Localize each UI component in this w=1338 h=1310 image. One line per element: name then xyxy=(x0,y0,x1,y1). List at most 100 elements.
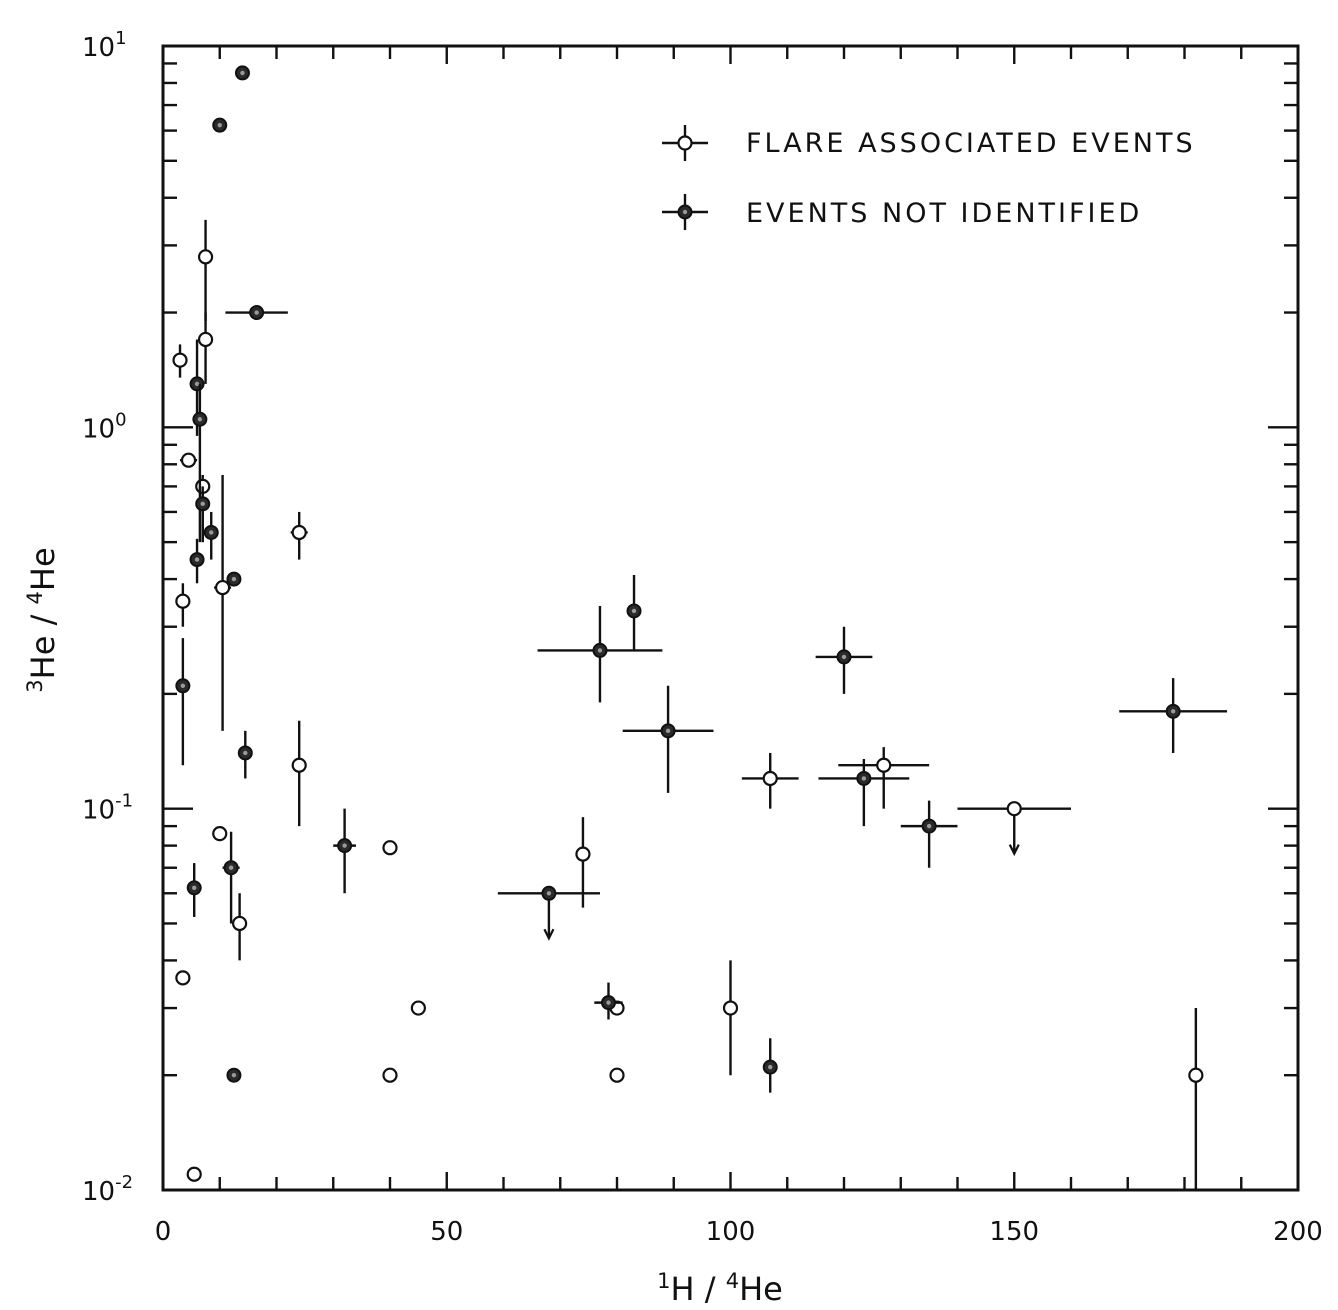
legend-label-flare: FLARE ASSOCIATED EVENTS xyxy=(746,128,1196,159)
point-flare xyxy=(212,826,228,842)
marker-unidentified-core xyxy=(546,891,552,896)
point-flare xyxy=(175,970,191,986)
marker-flare xyxy=(762,770,778,787)
marker-unidentified-core xyxy=(200,501,205,507)
legend-marker-unidentified-core xyxy=(682,209,688,215)
marker-unidentified-core xyxy=(768,1064,773,1070)
point-unidentified xyxy=(900,800,958,868)
point-unidentified xyxy=(622,685,714,793)
marker-flare xyxy=(232,915,248,932)
legend: FLARE ASSOCIATED EVENTS EVENTS NOT IDENT… xyxy=(662,125,1196,230)
point-unidentified xyxy=(815,626,873,694)
x-tick-label: 100 xyxy=(706,1217,756,1247)
marker-flare xyxy=(876,757,892,773)
point-flare xyxy=(722,960,739,1076)
point-flare xyxy=(609,1067,625,1083)
marker-flare xyxy=(214,579,231,596)
marker-unidentified-core xyxy=(841,654,847,660)
marker-flare xyxy=(175,970,191,986)
marker-flare xyxy=(1188,1067,1204,1083)
marker-unidentified-core xyxy=(1170,709,1176,714)
x-tick-label: 150 xyxy=(989,1217,1039,1247)
marker-unidentified-core xyxy=(197,417,203,422)
marker-unidentified-core xyxy=(254,310,259,315)
point-flare xyxy=(186,1166,202,1182)
marker-flare xyxy=(382,840,398,856)
x-axis-title: 1H / 4He xyxy=(657,1269,783,1308)
point-unidentified xyxy=(175,638,191,766)
marker-unidentified-core xyxy=(194,557,200,562)
y-axis-title: 3He / 4He xyxy=(23,547,62,692)
marker-unidentified-core xyxy=(231,1073,237,1078)
marker-flare xyxy=(212,826,228,842)
point-unidentified xyxy=(537,605,663,703)
point-unidentified xyxy=(195,486,211,543)
y-tick-base: 10 xyxy=(82,1177,115,1207)
legend-marker-flare xyxy=(662,125,708,161)
point-unidentified xyxy=(594,982,623,1020)
marker-unidentified-core xyxy=(631,608,637,614)
point-flare xyxy=(957,801,1071,857)
point-unidentified xyxy=(818,758,910,827)
point-flare xyxy=(1188,1008,1204,1190)
marker-flare xyxy=(291,757,307,773)
marker-unidentified-core xyxy=(180,683,186,688)
upper-limit-arrow xyxy=(543,928,555,941)
point-unidentified xyxy=(497,885,600,941)
point-flare xyxy=(382,1067,398,1083)
upper-limit-arrow xyxy=(1008,844,1020,857)
legend-label-unidentified: EVENTS NOT IDENTIFIED xyxy=(746,198,1142,229)
marker-unidentified-core xyxy=(243,750,248,756)
marker-flare xyxy=(291,524,307,541)
marker-flare xyxy=(197,331,214,348)
y-tick-base: 10 xyxy=(82,33,115,63)
point-unidentified xyxy=(225,305,288,321)
point-unidentified xyxy=(333,808,356,894)
marker-flare xyxy=(186,1166,202,1182)
data-points xyxy=(172,65,1228,1190)
marker-flare xyxy=(180,452,197,468)
axis-ticks xyxy=(161,44,1300,1192)
marker-unidentified-core xyxy=(926,823,932,829)
marker-unidentified-core xyxy=(194,381,200,387)
point-unidentified xyxy=(212,117,228,133)
point-flare xyxy=(741,752,799,809)
point-unidentified xyxy=(189,538,205,584)
marker-unidentified-core xyxy=(228,865,234,870)
y-tick-exponent: 0 xyxy=(115,409,126,430)
x-tick-label: 50 xyxy=(430,1217,463,1247)
marker-flare xyxy=(197,249,214,265)
marker-flare xyxy=(175,593,191,609)
point-unidentified xyxy=(762,1038,778,1093)
legend-marker-unidentified xyxy=(662,194,708,230)
marker-unidentified-core xyxy=(597,648,603,653)
marker-flare xyxy=(609,1067,625,1083)
point-flare xyxy=(214,474,232,731)
y-tick-exponent: -1 xyxy=(115,791,133,812)
marker-flare xyxy=(1006,801,1022,817)
point-flare xyxy=(197,219,214,322)
marker-unidentified-core xyxy=(665,728,671,734)
plot-frame xyxy=(161,44,1300,1192)
point-unidentified xyxy=(226,571,242,587)
point-unidentified xyxy=(226,1067,242,1083)
point-unidentified xyxy=(192,383,208,543)
point-flare xyxy=(291,720,307,827)
point-unidentified xyxy=(222,831,240,924)
point-unidentified xyxy=(186,863,202,917)
x-tick-label: 200 xyxy=(1273,1217,1323,1247)
marker-unidentified-core xyxy=(192,885,197,891)
x-tick-label: 0 xyxy=(155,1217,172,1247)
y-tick-label: 101 xyxy=(82,28,127,63)
point-flare xyxy=(175,583,191,627)
point-flare xyxy=(172,344,188,378)
y-tick-exponent: 1 xyxy=(115,28,126,49)
point-unidentified xyxy=(237,730,253,779)
y-tick-label: 10-2 xyxy=(82,1172,133,1207)
point-flare xyxy=(410,1000,426,1016)
marker-unidentified-core xyxy=(861,776,867,781)
legend-marker-flare xyxy=(677,135,693,151)
point-unidentified xyxy=(234,65,250,81)
